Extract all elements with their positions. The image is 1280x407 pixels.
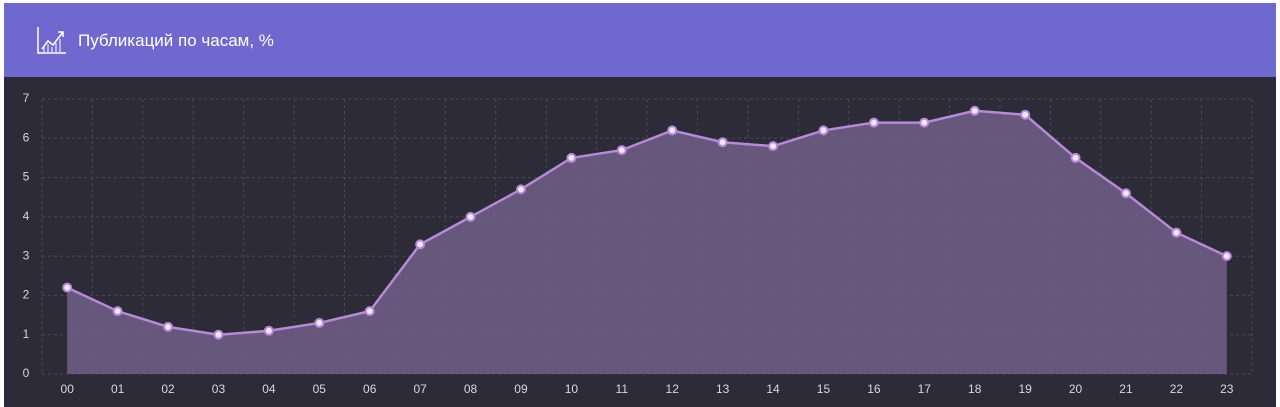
point	[112, 306, 123, 317]
line	[66, 109, 1228, 336]
x-tick-label: 03	[212, 382, 226, 396]
point	[768, 141, 779, 152]
x-tick-label: 10	[565, 382, 579, 396]
point	[1120, 188, 1131, 199]
x-tick-label: 16	[867, 382, 881, 396]
point	[62, 282, 73, 293]
x-tick-label: 02	[161, 382, 175, 396]
point	[969, 105, 980, 116]
x-tick-label: 00	[61, 382, 75, 396]
point	[314, 317, 325, 328]
point	[213, 329, 224, 340]
y-tick-label: 6	[23, 130, 30, 144]
point	[717, 137, 728, 148]
x-tick-label: 23	[1220, 382, 1234, 396]
x-tick-label: 17	[918, 382, 932, 396]
point	[263, 325, 274, 336]
x-tick-label: 09	[514, 382, 528, 396]
x-tick-label: 04	[262, 382, 276, 396]
point	[163, 321, 174, 332]
point	[364, 306, 375, 317]
point	[667, 125, 678, 136]
panel: Публикаций по часам, % 0 1 2 3 4 5 6 7 00 01 02 03 0…	[4, 3, 1276, 407]
y-tick-label: 1	[23, 327, 30, 341]
point	[415, 239, 426, 250]
x-tick-label: 22	[1170, 382, 1184, 396]
y-tick-label: 3	[23, 248, 30, 262]
x-tick-label: 06	[363, 382, 377, 396]
point	[1171, 227, 1182, 238]
chart-icon	[37, 27, 66, 54]
point	[1020, 109, 1031, 120]
chart-title: Публикаций по часам, %	[78, 31, 274, 50]
point	[818, 125, 829, 136]
point	[1221, 251, 1232, 262]
x-tick-label: 15	[817, 382, 831, 396]
x-tick-label: 05	[313, 382, 327, 396]
point	[465, 211, 476, 222]
point	[566, 152, 577, 163]
point	[868, 117, 879, 128]
x-tick-label: 14	[766, 382, 780, 396]
x-tick-label: 07	[413, 382, 427, 396]
x-tick-label: 12	[666, 382, 680, 396]
x-tick-label: 01	[111, 382, 125, 396]
y-tick-label: 2	[23, 288, 30, 302]
point	[515, 184, 526, 195]
y-tick-label: 5	[23, 170, 30, 184]
x-tick-label: 11	[616, 382, 629, 396]
x-tick-label: 18	[968, 382, 982, 396]
x-tick-label: 21	[1119, 382, 1133, 396]
area	[67, 110, 1227, 375]
point	[616, 145, 627, 156]
x-tick-label: 19	[1018, 382, 1032, 396]
point	[919, 117, 930, 128]
x-tick-label: 20	[1069, 382, 1083, 396]
y-tick-label: 4	[23, 209, 30, 223]
y-tick-label: 7	[23, 91, 30, 105]
y-tick-label: 0	[23, 366, 30, 380]
point	[1070, 152, 1081, 163]
panel-header: Публикаций по часам, %	[4, 3, 1276, 77]
x-tick-label: 13	[716, 382, 730, 396]
x-tick-label: 08	[464, 382, 478, 396]
